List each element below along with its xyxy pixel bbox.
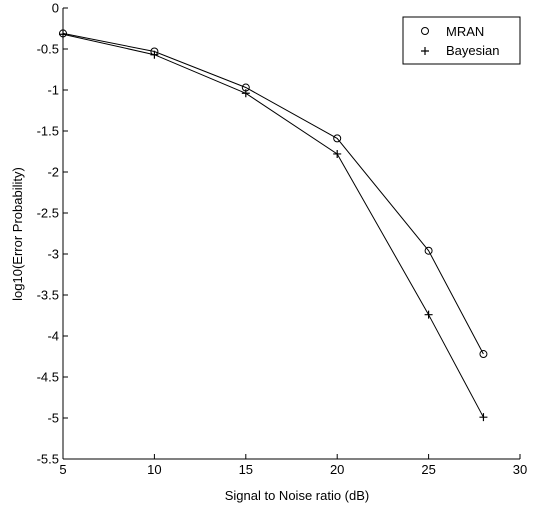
series-bayesian: [59, 30, 488, 422]
data-point-plus: [150, 50, 159, 59]
y-tick-label: 0: [52, 1, 59, 16]
legend-marker-circle: [421, 27, 429, 35]
y-tick-label: -4.5: [37, 370, 59, 385]
legend-marker-plus: [421, 47, 429, 55]
x-tick-label: 10: [147, 462, 161, 477]
y-tick-label: -1: [47, 83, 59, 98]
data-point-plus: [59, 30, 67, 39]
data-point-plus: [333, 149, 342, 158]
y-tick-label: -5.5: [37, 452, 59, 467]
y-tick-label: -5: [47, 411, 59, 426]
axes: [62, 8, 520, 460]
y-tick-label: -0.5: [37, 42, 59, 57]
series-mran: [59, 29, 488, 359]
y-tick-label: -1.5: [37, 124, 59, 139]
y-tick-label: -3: [47, 247, 59, 262]
data-point-circle: [424, 246, 433, 255]
data-point-circle: [333, 134, 342, 143]
data-point-plus: [241, 89, 250, 98]
legend-label-bayesian: Bayesian: [446, 43, 499, 58]
x-tick-label: 25: [421, 462, 435, 477]
legend: MRAN Bayesian: [402, 16, 521, 65]
data-point-plus: [479, 413, 488, 422]
x-axis-label: Signal to Noise ratio (dB): [225, 488, 370, 503]
x-tick-label: 30: [513, 462, 527, 477]
series-line: [62, 33, 484, 418]
legend-box: [402, 16, 521, 65]
x-tick-label: 5: [59, 462, 66, 477]
y-axis-label: log10(Error Probability): [10, 167, 25, 301]
x-tick-label: 20: [330, 462, 344, 477]
series-layer: [59, 29, 488, 422]
legend-entry-mran: MRAN: [421, 24, 484, 39]
data-point-circle: [479, 350, 488, 359]
y-tick-label: -4: [47, 329, 59, 344]
x-tick-label: 15: [239, 462, 253, 477]
series-line: [62, 32, 484, 355]
y-tick-label: -3.5: [37, 288, 59, 303]
y-tick-label: -2.5: [37, 206, 59, 221]
legend-label-mran: MRAN: [446, 24, 484, 39]
y-tick-label: -2: [47, 165, 59, 180]
legend-entry-bayesian: Bayesian: [421, 43, 499, 58]
data-point-plus: [424, 310, 433, 319]
ticks: 5 10 15 20 25 30 0 -0.5 -1 -1.5 -2 -2.5 -3 -3.5 -4 -4.5…: [37, 1, 528, 478]
